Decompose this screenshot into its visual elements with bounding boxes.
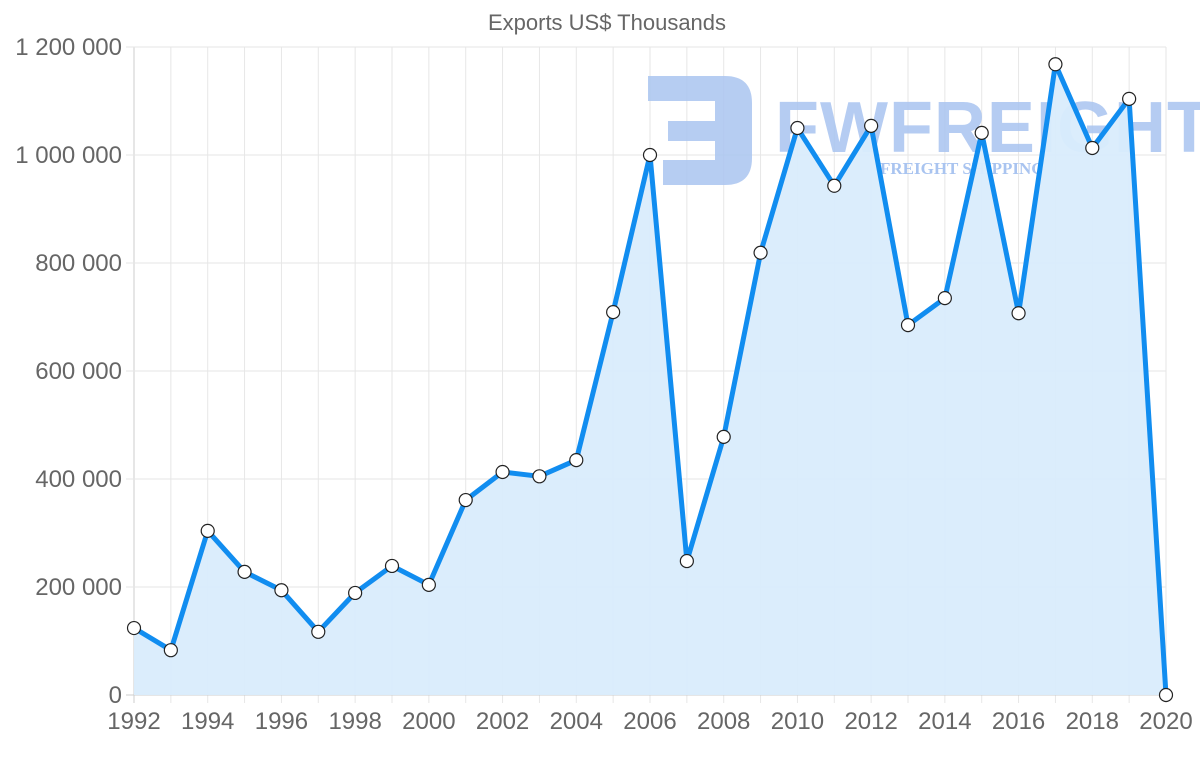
data-point[interactable] — [458, 492, 473, 508]
data-point[interactable] — [569, 453, 584, 468]
x-tick-label: 1998 — [328, 708, 381, 735]
watermark-tagline: FREIGHT SHIPPING — [880, 159, 1045, 178]
logo-icon — [648, 76, 752, 185]
data-point[interactable] — [1158, 687, 1174, 703]
data-point[interactable] — [900, 318, 916, 333]
x-tick-label: 2004 — [550, 708, 603, 735]
x-tick-label: 2010 — [771, 708, 824, 735]
data-point[interactable] — [384, 558, 400, 574]
series-area-fill — [134, 64, 1166, 696]
x-tick-label: 1992 — [107, 708, 160, 735]
data-point[interactable] — [311, 624, 326, 639]
x-tick-label: 2006 — [623, 708, 676, 735]
y-tick-label: 1 200 000 — [15, 34, 122, 61]
data-point[interactable] — [937, 291, 952, 306]
data-point[interactable] — [790, 120, 805, 136]
x-tick-label: 2020 — [1139, 708, 1192, 735]
y-tick-label: 400 000 — [35, 466, 122, 493]
y-tick-label: 1 000 000 — [15, 142, 122, 169]
data-point[interactable] — [864, 118, 879, 133]
data-point[interactable] — [200, 523, 215, 538]
data-point[interactable] — [642, 147, 658, 163]
x-tick-label: 2012 — [844, 708, 897, 735]
data-point[interactable] — [1085, 140, 1100, 156]
data-point[interactable] — [1011, 306, 1026, 321]
y-tick-label: 600 000 — [35, 358, 122, 385]
data-point[interactable] — [974, 125, 989, 140]
data-point[interactable] — [753, 245, 768, 260]
data-points — [126, 57, 1174, 703]
x-tick-label: 2016 — [992, 708, 1045, 735]
data-point[interactable] — [1048, 57, 1063, 72]
data-point[interactable] — [126, 620, 142, 636]
y-tick-label: 200 000 — [35, 574, 122, 601]
y-axis-ticks: 0 200 000 400 000 600 000 800 000 1 000 000 1 … — [15, 34, 122, 709]
x-tick-label: 2000 — [402, 708, 455, 735]
x-tick-label: 2008 — [697, 708, 750, 735]
y-tick-label: 800 000 — [35, 250, 122, 277]
data-point[interactable] — [827, 178, 842, 193]
data-point[interactable] — [679, 553, 694, 569]
data-point[interactable] — [606, 305, 621, 320]
x-tick-label: 1996 — [255, 708, 308, 735]
x-tick-label: 1994 — [181, 708, 234, 735]
x-tick-label: 2014 — [918, 708, 971, 735]
x-axis-ticks: 1992 1994 1996 1998 2000 2002 2004 2006 2008 2010… — [107, 708, 1192, 735]
chart-title: Exports US$ Thousands — [488, 10, 726, 35]
data-point[interactable] — [532, 469, 547, 484]
x-tick-label: 2018 — [1066, 708, 1119, 735]
data-point[interactable] — [1122, 91, 1137, 106]
y-tick-label: 0 — [109, 682, 122, 709]
data-point[interactable] — [274, 583, 289, 598]
data-point[interactable] — [495, 464, 510, 480]
data-point[interactable] — [163, 643, 178, 658]
data-point[interactable] — [348, 585, 363, 601]
data-point[interactable] — [421, 577, 436, 592]
data-point[interactable] — [237, 564, 252, 579]
x-tick-label: 2002 — [476, 708, 529, 735]
data-point[interactable] — [716, 429, 731, 444]
